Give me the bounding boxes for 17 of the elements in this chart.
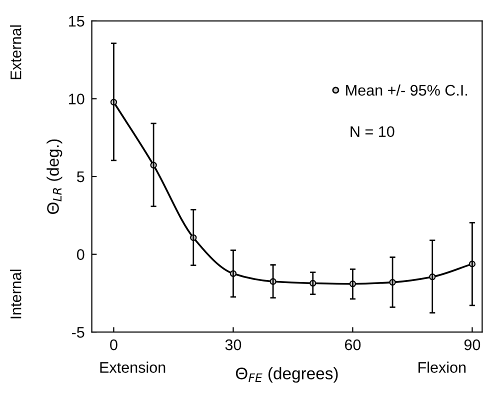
text: Internal (10, 270, 22, 318)
y-tick-label: 0 (76, 249, 84, 260)
y-tick-label: 15 (69, 16, 84, 27)
y-tick-label: 10 (69, 94, 84, 104)
legend-label: Mean +/- 95% C.I. (346, 84, 468, 96)
x-tick-label: 90 (464, 339, 480, 350)
y-tick-label: 5 (76, 172, 84, 182)
text: External (10, 25, 22, 80)
y-axis-title: Θ$_{LR}$ (deg.) (46, 139, 62, 214)
y-tick-label: -5 (72, 327, 84, 338)
x-tick-label: 30 (225, 339, 242, 350)
text: Extension (100, 362, 166, 373)
x-axis-title: Θ$_{FE}$ (degrees) (236, 367, 338, 383)
x-tick-label: 60 (344, 339, 361, 350)
text: Flexion (418, 362, 466, 373)
x-tick-label: 0 (110, 339, 118, 350)
annotation: N = 10 (350, 126, 394, 138)
